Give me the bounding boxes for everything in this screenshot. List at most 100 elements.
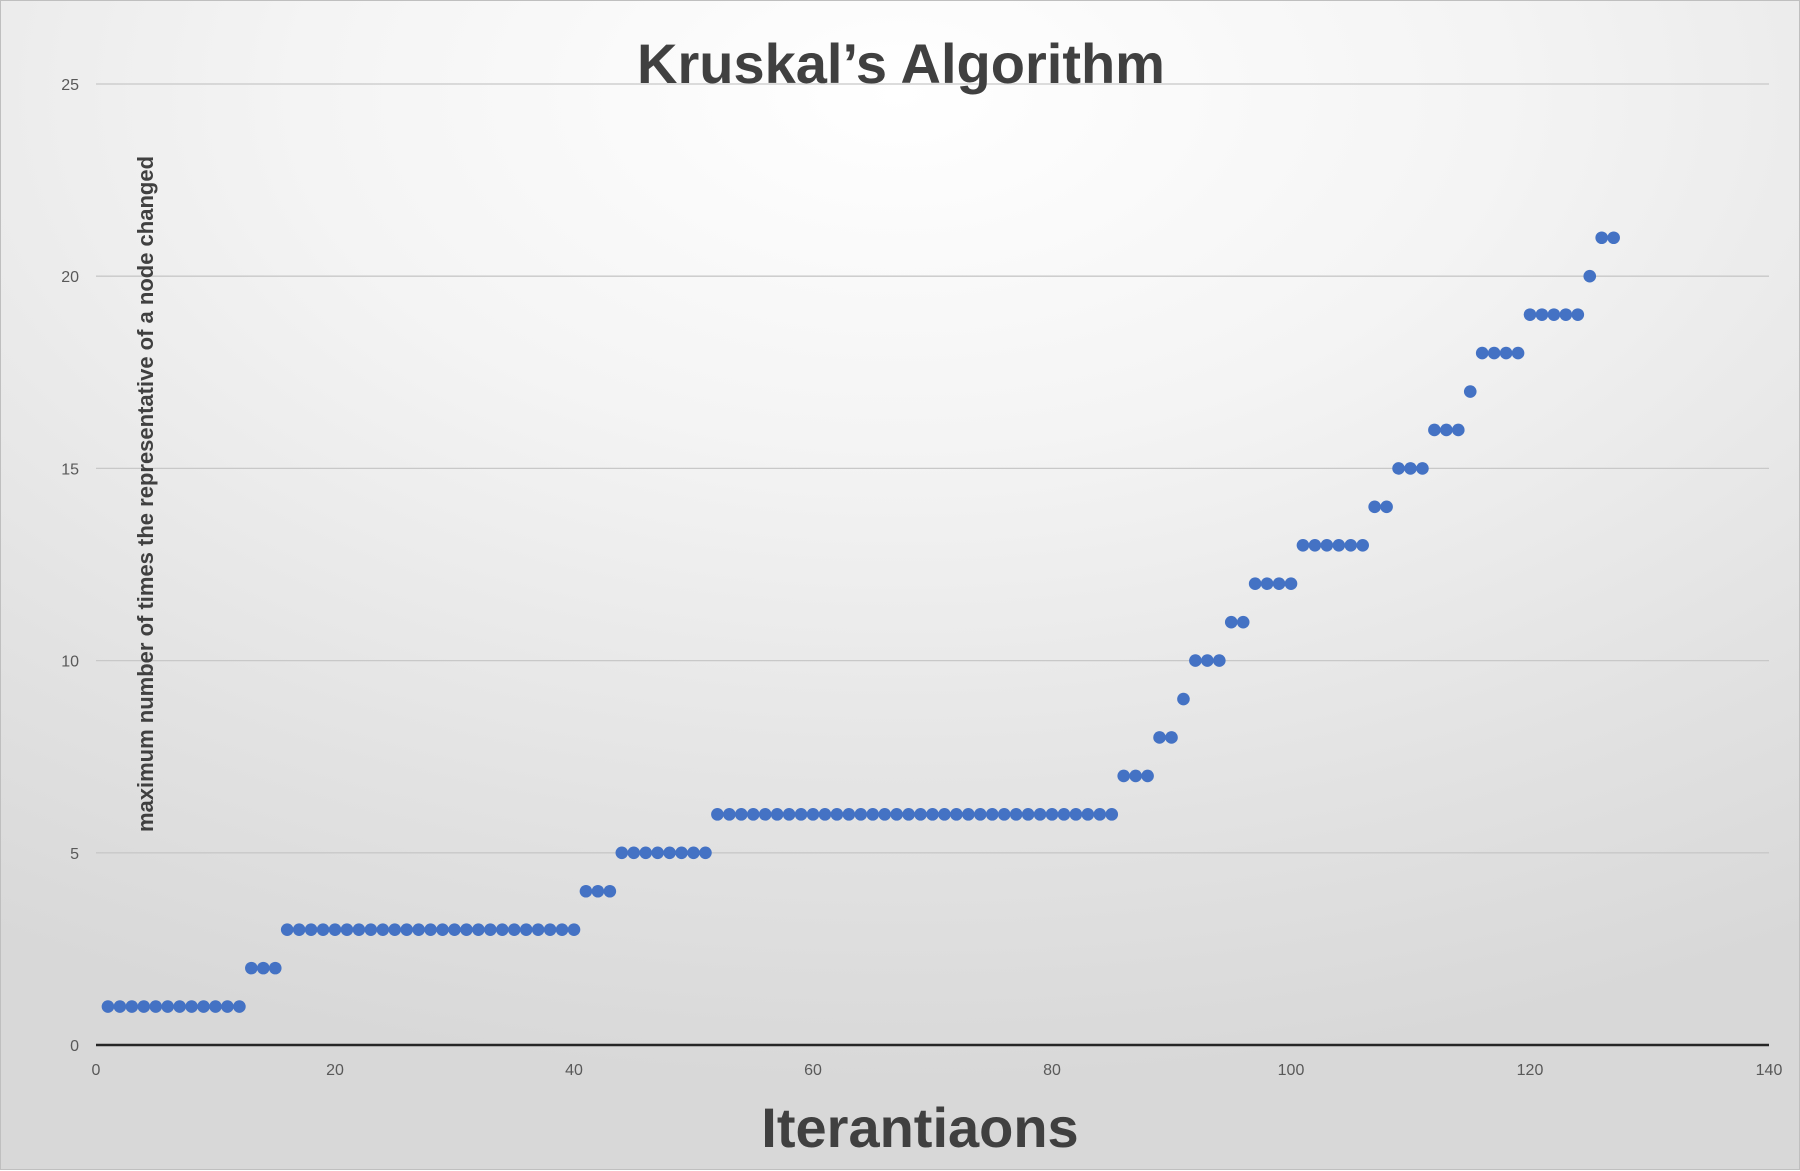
data-point-20 [328, 923, 342, 936]
data-point-79 [1033, 808, 1047, 821]
data-point-123 [1559, 308, 1573, 321]
data-point-51 [699, 846, 712, 860]
data-point-68 [902, 808, 915, 821]
data-point-1 [101, 1000, 115, 1013]
data-point-64 [854, 808, 868, 821]
data-point-25 [388, 923, 402, 936]
chart-title: Kruskal’s Algorithm [637, 32, 1165, 95]
data-point-49 [675, 846, 688, 860]
data-point-40 [567, 923, 581, 936]
data-point-75 [985, 808, 999, 821]
data-point-97 [1248, 577, 1262, 591]
data-point-83 [1081, 808, 1095, 821]
data-point-113 [1440, 423, 1453, 437]
data-point-99 [1272, 577, 1286, 591]
x-axis-title: Iterantiaons [761, 1096, 1078, 1159]
data-point-90 [1165, 731, 1178, 744]
data-point-11 [221, 1000, 234, 1013]
data-point-86 [1117, 769, 1130, 783]
data-point-61 [818, 808, 832, 821]
data-points [101, 231, 1620, 1013]
data-point-69 [914, 808, 927, 821]
data-point-24 [376, 923, 390, 936]
data-point-19 [316, 923, 330, 936]
x-tick-label-140: 140 [1756, 1062, 1783, 1079]
data-point-107 [1368, 500, 1381, 514]
data-point-80 [1045, 808, 1059, 821]
data-point-100 [1284, 577, 1298, 591]
data-point-116 [1475, 346, 1489, 360]
data-point-28 [424, 923, 437, 936]
data-point-36 [519, 923, 533, 936]
data-point-7 [173, 1000, 186, 1013]
y-axis-title: maximum number of times the representati… [133, 156, 158, 832]
data-point-76 [997, 808, 1011, 821]
x-tick-label-0: 0 [92, 1062, 101, 1079]
y-tick-label-25: 25 [61, 77, 79, 94]
data-point-52 [711, 808, 724, 821]
data-point-81 [1057, 808, 1071, 821]
data-point-41 [579, 884, 593, 898]
data-point-114 [1452, 423, 1465, 437]
y-tick-label-10: 10 [61, 654, 79, 671]
x-tick-label-20: 20 [326, 1062, 344, 1079]
data-point-42 [591, 884, 605, 898]
data-point-16 [280, 923, 294, 936]
data-point-26 [400, 923, 414, 936]
data-point-50 [687, 846, 700, 860]
data-point-58 [782, 808, 796, 821]
data-point-118 [1499, 346, 1513, 360]
gridlines [96, 83, 1769, 854]
data-point-103 [1320, 538, 1334, 552]
data-point-63 [842, 808, 856, 821]
data-point-21 [340, 923, 354, 936]
data-point-47 [651, 846, 664, 860]
data-point-125 [1583, 269, 1597, 283]
data-point-87 [1129, 769, 1142, 783]
data-point-9 [197, 1000, 210, 1013]
data-point-8 [185, 1000, 198, 1013]
data-point-27 [412, 923, 425, 936]
data-point-30 [448, 923, 461, 936]
data-point-13 [245, 961, 258, 975]
data-point-35 [507, 923, 521, 936]
data-point-48 [663, 846, 676, 860]
data-point-94 [1213, 654, 1226, 667]
data-point-111 [1416, 462, 1429, 475]
data-point-78 [1021, 808, 1035, 821]
data-point-77 [1009, 808, 1023, 821]
y-tick-label-15: 15 [61, 461, 79, 478]
data-point-72 [950, 808, 963, 821]
data-point-56 [758, 808, 772, 821]
data-point-12 [233, 1000, 246, 1013]
data-point-84 [1093, 808, 1107, 821]
data-point-54 [735, 808, 748, 821]
data-point-34 [496, 923, 509, 936]
data-point-112 [1428, 423, 1441, 437]
data-point-67 [890, 808, 903, 821]
data-point-70 [926, 808, 939, 821]
data-point-120 [1523, 308, 1537, 321]
data-point-74 [974, 808, 987, 821]
data-point-101 [1296, 538, 1310, 552]
y-axis-tick-labels: 0 5 10 15 20 25 [61, 77, 79, 1055]
data-point-105 [1344, 538, 1358, 552]
data-point-17 [292, 923, 306, 936]
data-point-44 [615, 846, 629, 860]
x-axis-tick-labels: 0 20 40 60 80 100 120 140 [92, 1062, 1783, 1079]
x-tick-label-80: 80 [1043, 1062, 1061, 1079]
y-tick-label-20: 20 [61, 269, 79, 286]
data-point-57 [770, 808, 784, 821]
data-point-119 [1511, 346, 1525, 360]
data-point-73 [962, 808, 975, 821]
y-tick-label-5: 5 [70, 846, 79, 863]
data-point-31 [460, 923, 473, 936]
data-point-62 [830, 808, 844, 821]
x-tick-label-100: 100 [1278, 1062, 1305, 1079]
data-point-45 [627, 846, 641, 860]
data-point-91 [1177, 692, 1190, 706]
y-tick-label-0: 0 [70, 1038, 79, 1055]
data-point-43 [603, 884, 617, 898]
data-point-85 [1105, 808, 1119, 821]
